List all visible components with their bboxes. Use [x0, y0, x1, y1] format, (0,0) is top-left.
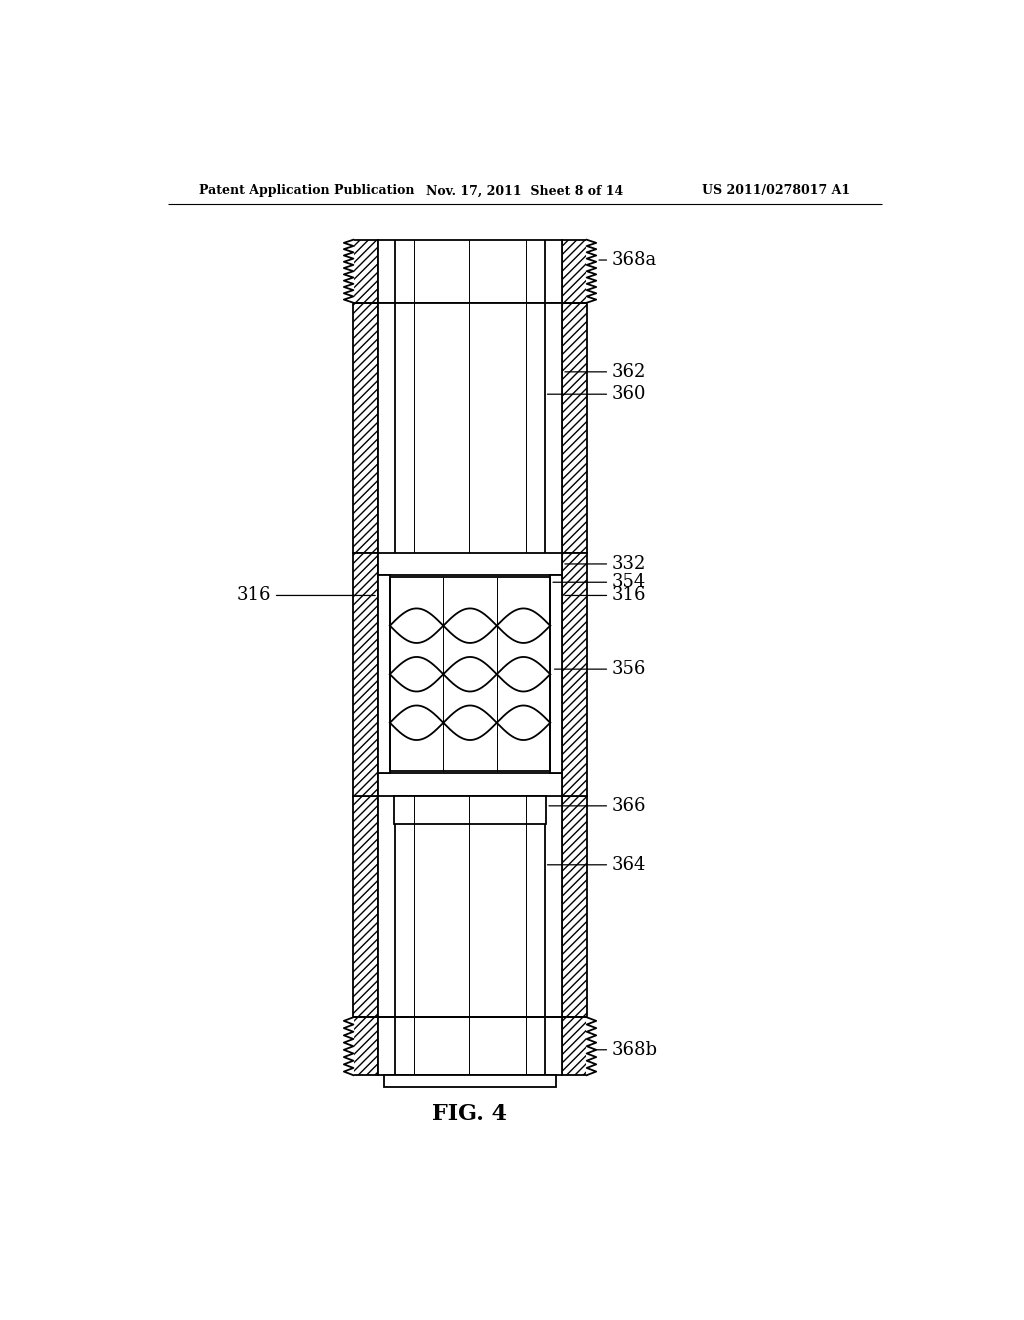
Text: 366: 366: [549, 797, 646, 814]
Bar: [378, 553, 562, 576]
Text: 368b: 368b: [594, 1040, 658, 1059]
Polygon shape: [344, 1018, 353, 1076]
Text: Patent Application Publication: Patent Application Publication: [200, 185, 415, 198]
Text: 332: 332: [565, 554, 646, 573]
Text: US 2011/0278017 A1: US 2011/0278017 A1: [702, 185, 850, 198]
Bar: [353, 240, 378, 302]
Text: 368a: 368a: [599, 251, 657, 269]
Bar: [562, 553, 587, 796]
Polygon shape: [344, 240, 353, 302]
Bar: [384, 1076, 556, 1088]
Text: 316: 316: [237, 586, 375, 605]
Bar: [390, 576, 550, 774]
Bar: [378, 774, 562, 796]
Text: 362: 362: [565, 363, 646, 381]
Bar: [562, 1018, 587, 1076]
Text: 354: 354: [553, 573, 646, 591]
Bar: [562, 302, 587, 553]
Bar: [378, 240, 562, 302]
Bar: [353, 1018, 378, 1076]
Text: 360: 360: [548, 385, 646, 403]
Bar: [378, 1018, 562, 1076]
Text: Nov. 17, 2011  Sheet 8 of 14: Nov. 17, 2011 Sheet 8 of 14: [426, 185, 624, 198]
Bar: [562, 796, 587, 1018]
Text: 364: 364: [548, 855, 646, 874]
Bar: [353, 553, 378, 796]
Polygon shape: [587, 240, 596, 302]
Bar: [562, 240, 587, 302]
Bar: [394, 796, 546, 824]
Polygon shape: [587, 1018, 596, 1076]
Bar: [353, 796, 378, 1018]
Bar: [378, 302, 562, 576]
Bar: [550, 576, 562, 774]
Text: FIG. 4: FIG. 4: [432, 1102, 507, 1125]
Text: 316: 316: [565, 586, 646, 605]
Bar: [378, 774, 562, 1018]
Bar: [353, 302, 378, 553]
Text: 356: 356: [555, 660, 646, 678]
Bar: [378, 576, 390, 774]
